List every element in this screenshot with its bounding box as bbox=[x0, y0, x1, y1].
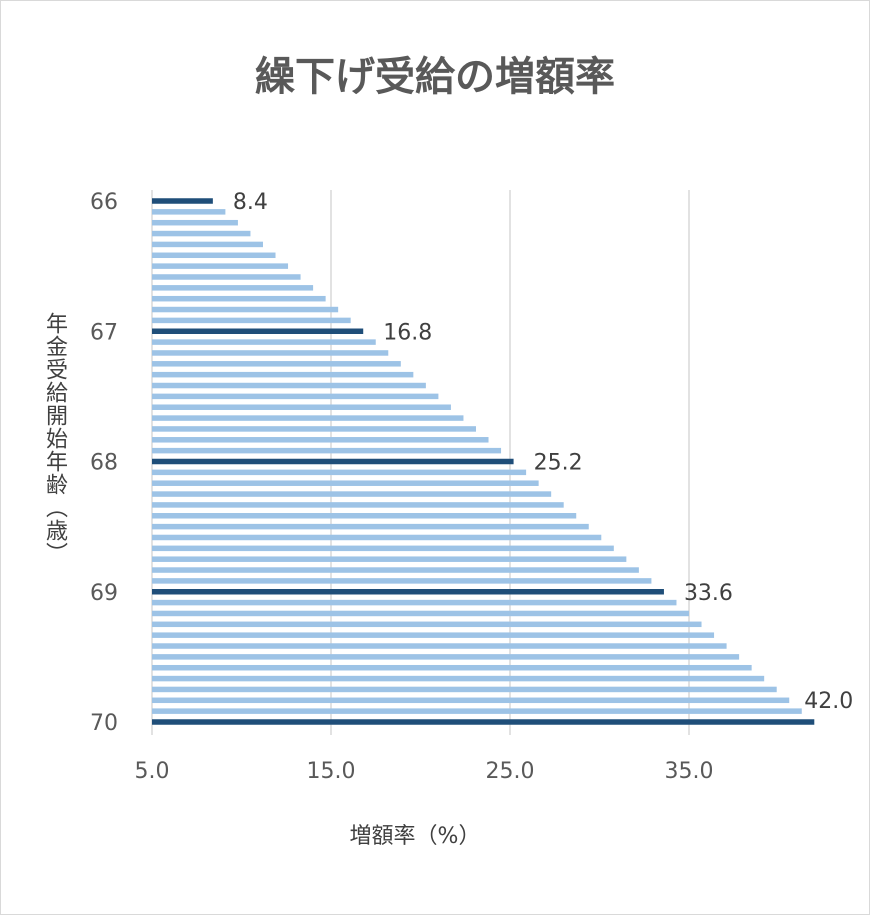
x-tick-label: 5.0 bbox=[135, 759, 170, 784]
y-tick-label: 68 bbox=[90, 451, 118, 476]
bar bbox=[152, 241, 263, 248]
bar-highlight bbox=[152, 328, 364, 334]
bar bbox=[152, 415, 464, 421]
y-tick-label: 69 bbox=[90, 581, 118, 606]
x-tick-label: 25.0 bbox=[486, 759, 535, 784]
bar bbox=[152, 306, 339, 313]
chart-title: 繰下げ受給の増額率 bbox=[255, 54, 615, 100]
bar-highlight bbox=[152, 719, 815, 725]
y-tick-label: 70 bbox=[90, 711, 118, 736]
bar bbox=[152, 447, 502, 454]
bar bbox=[152, 513, 577, 519]
x-axis-label: 増額率（%） bbox=[349, 824, 481, 849]
bar bbox=[152, 697, 790, 704]
bar bbox=[152, 491, 552, 497]
bar-highlight bbox=[152, 198, 213, 204]
bar bbox=[152, 556, 627, 562]
data-label: 16.8 bbox=[383, 320, 432, 345]
bar-highlight bbox=[152, 589, 664, 595]
bar bbox=[152, 632, 715, 638]
bar bbox=[152, 382, 426, 389]
bar bbox=[152, 209, 226, 215]
y-tick-label: 67 bbox=[90, 320, 118, 345]
x-tick-label: 15.0 bbox=[307, 759, 356, 784]
bar bbox=[152, 426, 476, 432]
data-label: 8.4 bbox=[233, 190, 268, 215]
bar bbox=[152, 252, 276, 259]
bar bbox=[152, 371, 414, 378]
bar bbox=[152, 621, 702, 628]
bar bbox=[152, 643, 727, 649]
bar bbox=[152, 361, 401, 367]
bar bbox=[152, 664, 752, 671]
bar bbox=[152, 654, 740, 660]
bar bbox=[152, 317, 351, 324]
bar bbox=[152, 610, 689, 617]
y-axis-label: 年金受給開始年齢（歳） bbox=[42, 312, 67, 565]
bar bbox=[152, 708, 802, 714]
bar bbox=[152, 480, 539, 486]
bar bbox=[152, 502, 564, 508]
bar bbox=[152, 675, 765, 682]
bar bbox=[152, 230, 251, 237]
bar bbox=[152, 274, 301, 280]
data-label: 42.0 bbox=[804, 689, 853, 714]
bar bbox=[152, 534, 602, 541]
bar bbox=[152, 545, 614, 552]
bar bbox=[152, 393, 439, 400]
data-label: 33.6 bbox=[684, 581, 733, 606]
data-label: 25.2 bbox=[534, 451, 583, 476]
bar bbox=[152, 599, 677, 606]
bar bbox=[152, 523, 589, 530]
bar bbox=[152, 295, 326, 302]
bar-highlight bbox=[152, 458, 514, 465]
bar bbox=[152, 263, 289, 269]
bar bbox=[152, 350, 389, 356]
x-tick-label: 35.0 bbox=[665, 759, 714, 784]
y-tick-label: 66 bbox=[90, 190, 118, 215]
bar bbox=[152, 339, 376, 345]
bar bbox=[152, 686, 777, 693]
bar bbox=[152, 285, 314, 291]
bar bbox=[152, 219, 238, 226]
bar bbox=[152, 469, 527, 476]
bar bbox=[152, 578, 652, 584]
bar bbox=[152, 404, 451, 410]
bar bbox=[152, 567, 639, 573]
bar bbox=[152, 437, 489, 443]
